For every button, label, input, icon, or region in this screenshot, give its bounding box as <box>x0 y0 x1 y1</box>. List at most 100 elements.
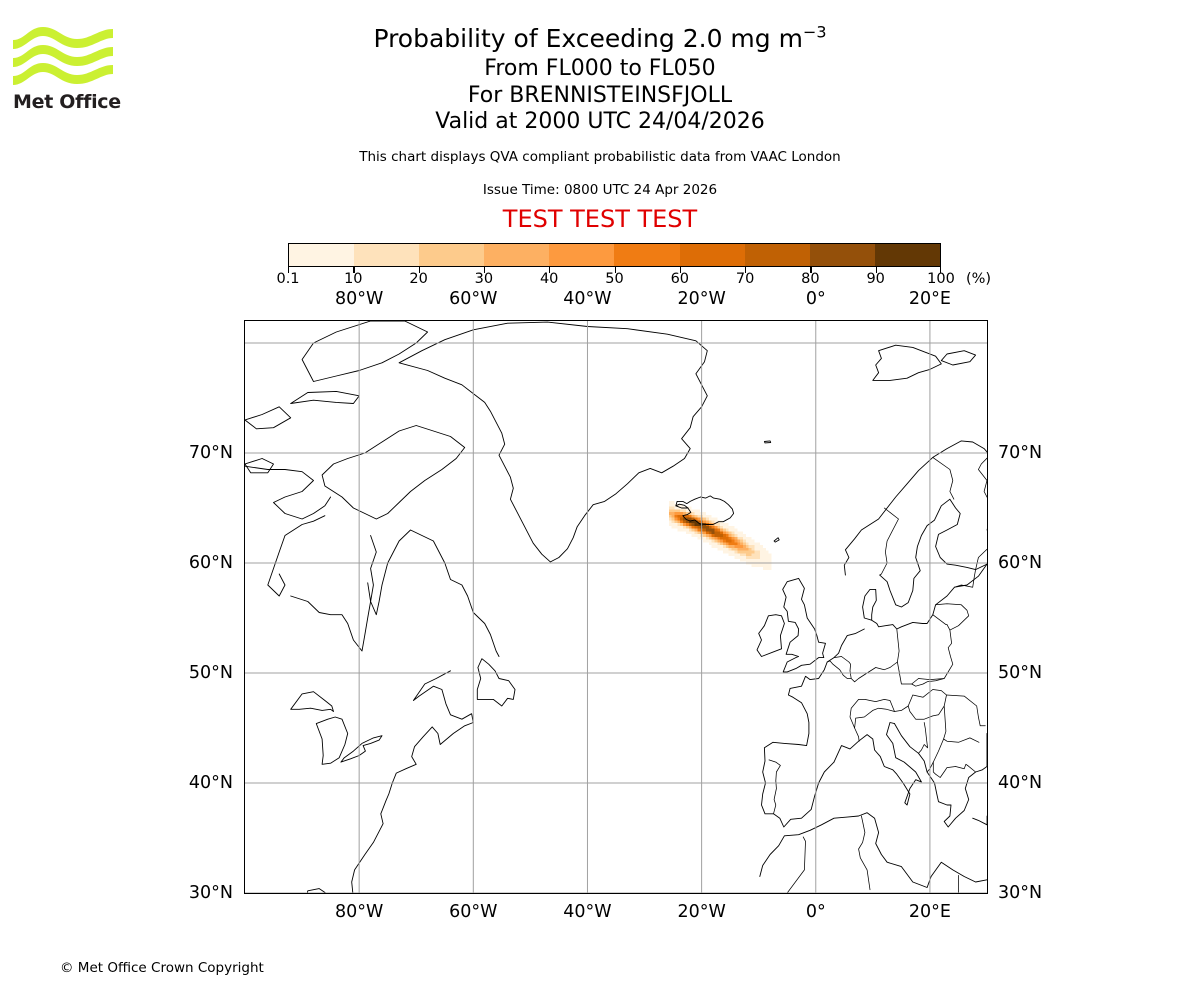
plume-cell <box>697 525 701 529</box>
plume-cell <box>688 512 692 515</box>
country-border-layer <box>768 457 987 893</box>
plume-cell <box>674 509 678 513</box>
plume-cell <box>694 528 698 532</box>
plume-cell <box>754 542 758 546</box>
plume-cell <box>717 523 721 526</box>
plume-cell <box>765 553 769 557</box>
plume-cell <box>720 528 724 532</box>
plume-cell <box>685 517 689 521</box>
plume-cell <box>731 534 735 537</box>
plume-cell <box>708 536 712 540</box>
plume-cell <box>694 525 698 529</box>
plume-cell <box>754 556 758 559</box>
plume-cell <box>731 531 735 535</box>
plume-cell <box>745 539 749 543</box>
met-office-logo: Met Office <box>13 26 123 116</box>
plume-cell <box>677 523 681 526</box>
plume-cell <box>691 520 695 524</box>
plume-cell <box>688 523 692 526</box>
plume-cell <box>688 514 692 518</box>
colorbar-band-0 <box>289 244 355 266</box>
colorbar-tick-label-5: 50 <box>605 271 624 287</box>
colorbar-tick-label-1: 10 <box>344 271 363 287</box>
plume-cell <box>731 553 735 557</box>
x-axis-label-top-5: 20°E <box>908 289 951 309</box>
coastline <box>871 563 987 630</box>
plume-cell <box>723 542 726 546</box>
plume-cell <box>728 534 732 537</box>
plume-cell <box>725 536 729 540</box>
plume-cell <box>717 547 721 551</box>
plume-cell <box>737 545 741 548</box>
plume-cell <box>748 550 752 554</box>
plume-cell <box>691 514 695 518</box>
plume-cell <box>725 525 729 529</box>
plume-cell <box>745 553 749 557</box>
plume-cell <box>751 542 755 546</box>
colorbar-tick-6 <box>679 267 682 273</box>
plume-cell <box>685 531 689 535</box>
plume-cell <box>677 509 681 513</box>
plume-cell <box>668 506 672 510</box>
plume-cell <box>762 558 766 562</box>
plume-cell <box>714 531 718 535</box>
plume-cell <box>685 528 689 532</box>
country-border <box>768 759 781 815</box>
plume-cell <box>703 512 706 515</box>
plume-cell <box>694 523 698 526</box>
x-axis-label-top-4: 0° <box>805 289 826 309</box>
plume-cell <box>685 509 689 513</box>
plume-cell <box>677 512 681 515</box>
y-axis-label-left-0: 70°N <box>188 443 233 463</box>
colorbar-band-8 <box>809 244 875 266</box>
plume-cell <box>768 564 772 568</box>
country-border <box>954 569 976 588</box>
coastline <box>398 321 708 563</box>
plume-cell <box>757 564 761 568</box>
colorbar-band-9 <box>874 244 940 266</box>
plume-cell <box>734 536 738 540</box>
plume-cell <box>720 539 724 543</box>
plume-cell <box>720 525 724 529</box>
plume-cell <box>668 509 672 513</box>
page-title-exponent: −3 <box>802 22 827 42</box>
plume-cell <box>688 520 692 524</box>
plume-cell <box>757 556 761 559</box>
plume-cell <box>720 536 724 540</box>
plume-cell <box>751 553 755 557</box>
plume-cell <box>762 547 766 551</box>
country-border <box>896 628 954 685</box>
plume-cell <box>671 514 675 518</box>
plume-cell <box>723 528 726 532</box>
plume-cell <box>751 550 755 554</box>
y-axis-label-right-2: 50°N <box>998 663 1043 683</box>
plume-cell <box>757 547 761 551</box>
plume-cell <box>725 528 729 532</box>
plume-cell <box>714 525 718 529</box>
coastline <box>940 350 977 366</box>
coastline <box>290 691 334 712</box>
map-plot-area[interactable] <box>244 320 988 894</box>
plume-cell <box>703 514 706 518</box>
plume-cell <box>720 542 724 546</box>
plume-cell <box>740 553 743 557</box>
ash-plume-layer <box>668 501 772 570</box>
plume-cell <box>694 531 698 535</box>
plume-cell <box>723 550 726 554</box>
plume-cell <box>760 564 763 568</box>
plume-cell <box>731 545 735 548</box>
plume-cell <box>708 528 712 532</box>
plume-cell <box>668 514 672 518</box>
coastline <box>843 440 987 576</box>
plume-cell <box>725 523 729 526</box>
colorbar-tick-label-9: 90 <box>866 271 885 287</box>
colorbar-tick-7 <box>745 267 747 273</box>
plume-cell <box>683 525 686 529</box>
y-axis-label-right-3: 40°N <box>998 773 1043 793</box>
plume-cell <box>685 520 689 524</box>
colorbar-band-4 <box>549 244 615 266</box>
colorbar-tick-0 <box>288 267 290 273</box>
country-border <box>946 694 986 727</box>
plume-cell <box>717 545 721 548</box>
plume-cell <box>705 531 709 535</box>
